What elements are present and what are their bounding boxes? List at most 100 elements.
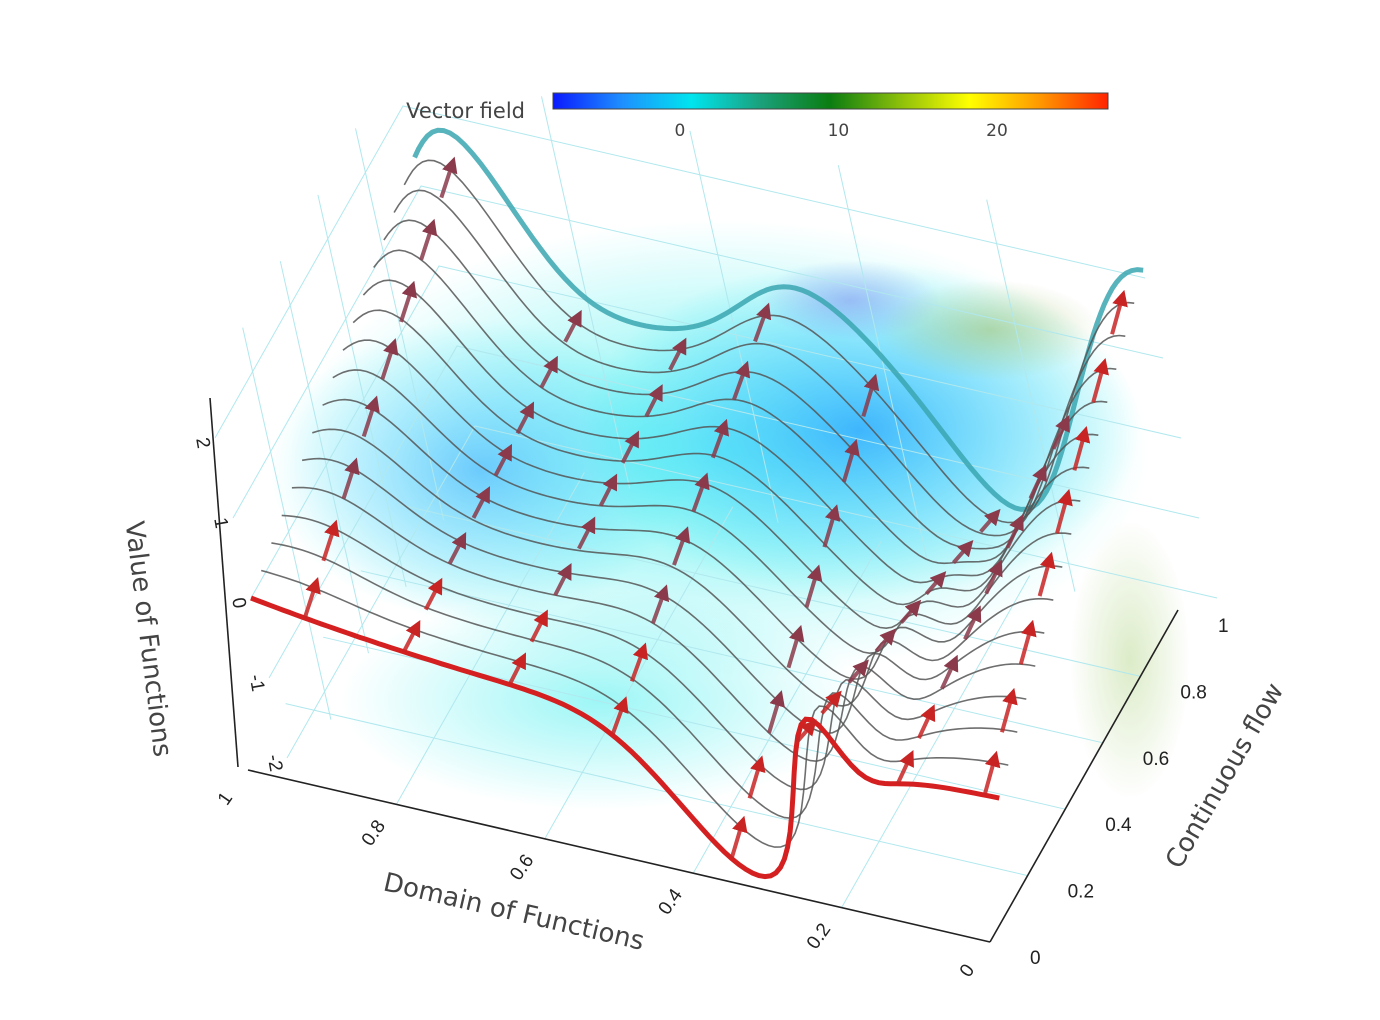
grid-line — [214, 105, 1146, 439]
flow-arrow — [507, 652, 526, 686]
grid-line — [355, 128, 445, 521]
flow-arrow — [963, 605, 982, 641]
function-line — [393, 189, 1126, 537]
flow-arrow — [822, 504, 841, 548]
grid-line — [268, 345, 1200, 679]
flow-arrow — [729, 815, 748, 860]
grid-line — [232, 185, 1164, 519]
flow-arrow — [539, 355, 558, 389]
x-tick-label: 0.8 — [358, 816, 390, 850]
flow-arrow — [710, 418, 729, 459]
end-function-line — [412, 127, 1144, 512]
flow-arrow — [847, 659, 869, 684]
flow-arrow — [732, 360, 751, 401]
flow-arrow — [895, 749, 914, 785]
flow-arrows — [302, 156, 1128, 860]
flow-arrow — [841, 438, 860, 483]
flow-arrow — [786, 624, 805, 669]
function-line — [291, 486, 1036, 763]
colorbar-tick-label: 10 — [828, 121, 850, 141]
grid-line — [242, 327, 332, 720]
function-line — [383, 219, 1117, 550]
grid-line — [841, 575, 1031, 908]
flow-arrow — [493, 443, 513, 477]
y-tick-label: 1 — [1218, 616, 1229, 637]
y-axis-ticks: 0 0.2 0.4 0.6 0.8 1 — [1030, 616, 1229, 969]
grid-line — [250, 265, 1182, 599]
grid-line — [285, 703, 1028, 877]
colorbar-tick-label: 0 — [674, 121, 685, 141]
grid-line — [398, 503, 1141, 677]
flow-arrow — [1000, 687, 1018, 733]
flow-arrow — [874, 628, 897, 653]
flow-arrow — [1051, 415, 1070, 450]
z-tick-label: 1 — [209, 516, 232, 530]
flow-arrow — [984, 559, 1003, 595]
flow-arrow — [691, 472, 710, 513]
y-tick-label: 0.6 — [1143, 749, 1169, 770]
flow-arrow — [747, 755, 766, 799]
x-tick-label: 0.2 — [803, 920, 835, 954]
start-function-line — [250, 595, 1000, 880]
x-tick-label: 0.4 — [655, 885, 688, 919]
flow-arrow — [940, 654, 959, 690]
flow-arrow — [644, 384, 663, 418]
x-axis-title: Domain of Functions — [381, 868, 648, 957]
grid-line — [541, 96, 631, 489]
y-tick-label: 0.4 — [1105, 815, 1132, 836]
function-lines — [250, 127, 1144, 880]
flow-arrow — [620, 430, 639, 464]
x-tick-label: 0.6 — [506, 851, 538, 885]
flow-arrow — [917, 704, 936, 740]
flow-arrow — [1055, 488, 1073, 534]
grid-line — [692, 540, 882, 874]
flow-arrow — [861, 373, 880, 418]
flow-arrow — [804, 564, 823, 608]
flow-arrow — [1110, 289, 1128, 335]
flow-arrow — [1037, 551, 1056, 597]
flow-arrow — [1005, 513, 1024, 549]
colorbar-ticks: 0 10 20 — [674, 121, 1007, 141]
flow-arrow — [321, 519, 340, 562]
function-line — [403, 159, 1135, 524]
flow-arrow — [577, 516, 596, 550]
z-tick-label: -2 — [263, 753, 287, 773]
function-line — [342, 339, 1081, 630]
flow-arrow — [553, 562, 572, 597]
flow-arrow — [598, 473, 618, 507]
function-line — [271, 542, 1018, 820]
grid-line — [395, 472, 585, 805]
z-tick-label: 2 — [191, 436, 214, 450]
grid-line — [279, 261, 369, 654]
flow-arrow — [515, 401, 535, 435]
flow-arrow — [924, 571, 947, 596]
colorbar-title: Vector field — [406, 99, 525, 123]
flow-arrow — [302, 576, 321, 619]
flow-arrow — [651, 584, 670, 624]
flow-arrow — [979, 508, 1001, 533]
function-line — [301, 457, 1045, 735]
flow-arrow — [610, 696, 629, 736]
flow-arrow — [820, 690, 842, 715]
flow-arrow — [951, 539, 974, 565]
function-line — [260, 569, 1009, 848]
flow-arrow — [563, 309, 582, 343]
flow-arrow — [899, 599, 922, 624]
grid-line — [544, 506, 734, 840]
axis-lines — [209, 397, 1179, 943]
flow-arrow — [668, 337, 687, 371]
z-axis-ticks: -2 -1 0 1 2 — [191, 436, 286, 773]
flow-arrow — [401, 620, 421, 653]
flow-arrow — [1018, 619, 1037, 665]
function-line — [322, 398, 1063, 680]
flow-arrow — [767, 690, 785, 734]
flow-arrow — [380, 338, 399, 380]
flow-arrow — [471, 486, 490, 519]
flow-arrow — [447, 531, 467, 565]
grid-line — [360, 570, 1103, 744]
x-tick-label: 0 — [956, 960, 979, 981]
flow-arrow — [439, 156, 458, 199]
flow-arrow — [424, 577, 443, 611]
flow-arrow — [419, 218, 438, 261]
